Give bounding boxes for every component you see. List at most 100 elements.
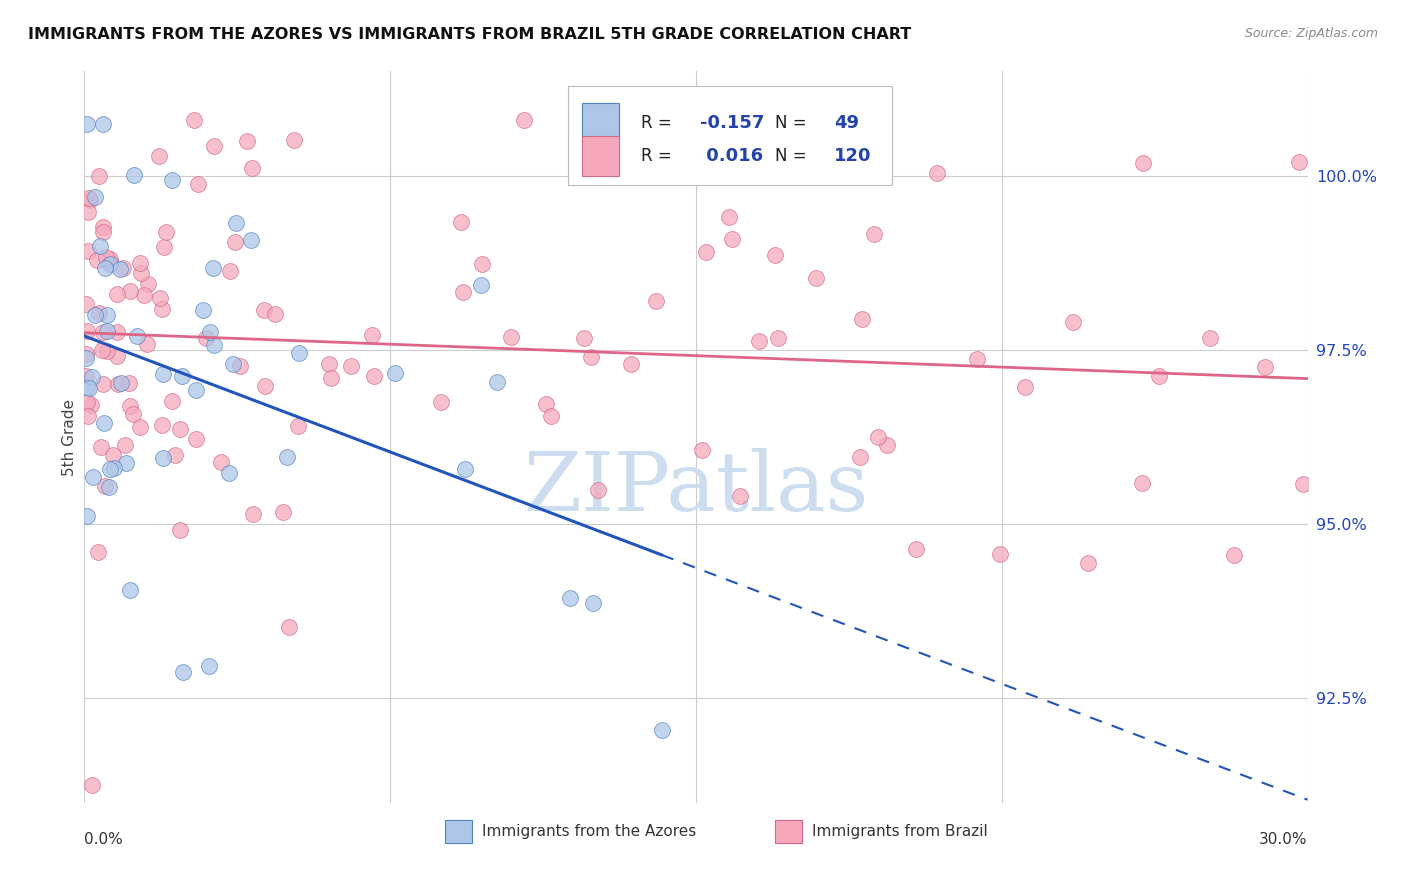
Point (91, 376, 114, 391)
Point (471, 257, 494, 271)
Point (94, 479, 117, 493)
Point (429, 394, 451, 409)
Text: N =: N = (776, 114, 813, 132)
Point (202, 139, 225, 153)
Text: 49: 49 (834, 114, 859, 132)
Point (254, 379, 277, 393)
Point (1199, 331, 1222, 345)
Point (110, 262, 132, 277)
Point (695, 244, 717, 259)
Point (93, 416, 115, 430)
Point (107, 287, 129, 301)
Point (149, 291, 172, 305)
Point (80, 778, 103, 792)
Point (276, 450, 298, 465)
Point (122, 168, 145, 182)
Point (96, 308, 118, 322)
Point (804, 270, 827, 285)
Point (96, 324, 118, 338)
Point (582, 596, 605, 610)
Point (866, 429, 889, 443)
Point (112, 260, 135, 275)
Point (586, 483, 609, 498)
Point (77, 191, 100, 205)
Point (363, 369, 385, 384)
Point (198, 658, 221, 673)
Point (194, 331, 217, 345)
Text: N =: N = (776, 147, 813, 165)
Point (470, 277, 492, 292)
Point (1288, 155, 1310, 169)
Point (91, 118, 114, 132)
Point (103, 460, 125, 475)
Point (75, 351, 97, 366)
Point (91, 225, 114, 239)
Point (96, 344, 118, 359)
FancyBboxPatch shape (776, 820, 803, 843)
Point (76, 117, 98, 131)
Point (135, 337, 157, 351)
Text: 0.0%: 0.0% (84, 832, 124, 847)
Point (169, 422, 191, 436)
Text: 30.0%: 30.0% (1260, 832, 1308, 847)
Point (132, 288, 155, 302)
Point (186, 383, 208, 397)
Point (76, 379, 98, 393)
Point (1014, 379, 1036, 393)
Text: ZIPatlas: ZIPatlas (523, 449, 869, 528)
Point (89, 239, 111, 253)
Point (581, 351, 603, 365)
Text: 120: 120 (834, 147, 872, 165)
Point (236, 134, 259, 148)
Point (76, 409, 98, 423)
Point (75, 369, 97, 384)
Point (748, 334, 770, 348)
Point (851, 312, 873, 326)
Point (136, 277, 159, 292)
Point (129, 419, 152, 434)
Point (87, 169, 110, 183)
FancyBboxPatch shape (582, 136, 619, 176)
Point (150, 301, 173, 316)
Point (318, 357, 340, 371)
Point (98, 256, 121, 270)
Point (319, 371, 342, 385)
Point (76, 325, 98, 339)
Point (651, 723, 673, 738)
Point (966, 352, 988, 367)
Point (187, 177, 209, 191)
Point (384, 366, 406, 380)
Point (534, 396, 557, 410)
Point (645, 294, 668, 309)
Point (560, 591, 582, 605)
Point (927, 166, 949, 180)
Point (1149, 368, 1171, 383)
Point (339, 359, 361, 373)
Point (120, 284, 142, 298)
Point (1130, 476, 1153, 491)
Point (91, 343, 114, 357)
Point (288, 346, 311, 360)
Point (486, 375, 509, 389)
Point (84, 190, 107, 204)
Point (94, 260, 117, 275)
Point (105, 326, 128, 340)
Point (107, 376, 129, 391)
Point (224, 235, 246, 249)
Point (169, 523, 191, 537)
Point (160, 394, 183, 409)
Point (218, 466, 240, 480)
Point (239, 233, 262, 247)
Point (242, 161, 264, 175)
Point (229, 359, 252, 373)
Point (172, 368, 194, 383)
Point (904, 542, 927, 557)
Point (450, 215, 472, 229)
Point (91, 219, 114, 234)
Point (82, 470, 104, 484)
Point (152, 451, 174, 466)
Text: Immigrants from Brazil: Immigrants from Brazil (813, 824, 988, 838)
Point (79, 193, 101, 207)
Point (572, 331, 595, 345)
Point (454, 462, 477, 476)
